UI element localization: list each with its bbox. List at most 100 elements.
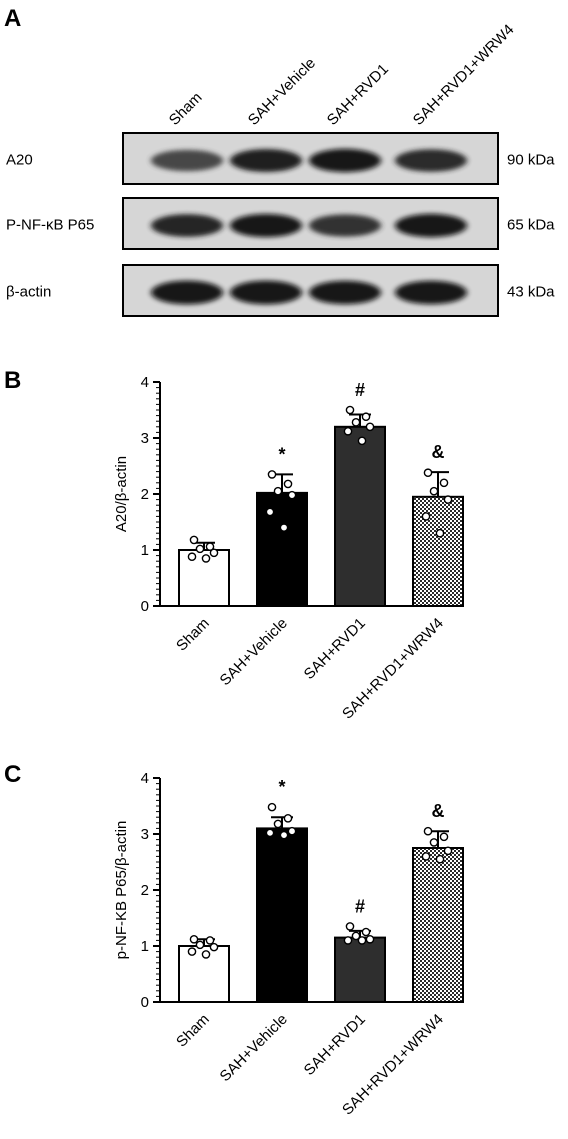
data-point [443, 846, 453, 856]
blot-size-label: 43 kDa [507, 284, 555, 301]
bar [412, 495, 464, 607]
blot-band [230, 213, 302, 238]
y-axis-label: p-NF-KB P65/β-actin [113, 821, 130, 960]
y-tick-label: 4 [141, 770, 149, 787]
x-category-label: SAH+RVD1 [301, 1011, 369, 1079]
data-point [423, 826, 433, 836]
data-point [361, 412, 371, 422]
y-tick-label: 3 [141, 430, 149, 447]
data-point [361, 927, 371, 937]
blot-band [151, 149, 223, 172]
panel-a-letter: A [4, 5, 21, 32]
data-point [343, 426, 353, 436]
y-tick-label: 2 [141, 882, 149, 899]
y-tick-label: 1 [141, 938, 149, 955]
data-point [343, 936, 353, 945]
data-point [435, 854, 445, 864]
data-point [287, 826, 297, 836]
significance-mark: * [278, 444, 285, 464]
data-point [201, 554, 211, 563]
data-point [205, 936, 215, 945]
blot-lane-label: SAH+RVD1+WRW4 [410, 21, 518, 129]
blot-lane-label: Sham [166, 89, 206, 129]
y-tick-label: 2 [141, 486, 149, 503]
data-point [357, 936, 367, 945]
y-axis-label: A20/β-actin [113, 456, 130, 532]
data-point [205, 542, 215, 551]
data-point [351, 931, 361, 941]
blot-band [230, 148, 302, 173]
bar [256, 827, 308, 1004]
data-point [345, 405, 355, 415]
panel-b-letter: B [4, 367, 21, 394]
significance-mark: & [432, 442, 445, 462]
data-point [283, 814, 293, 823]
y-tick-label: 0 [141, 598, 149, 615]
data-point [267, 802, 277, 812]
blot-band [230, 280, 302, 305]
significance-mark: # [355, 896, 365, 916]
data-point [201, 950, 211, 959]
data-point [267, 470, 277, 479]
blot-band [309, 148, 381, 173]
x-category-label: Sham [173, 615, 213, 655]
data-point [439, 478, 449, 488]
significance-mark: * [278, 777, 285, 797]
blot-lane-label: SAH+Vehicle [245, 55, 319, 129]
chart-p-nf-kb-p65: 0 1 2 3 4 p-NF-KB P65/β-actin Sham * SAH+Vehicle… [113, 770, 464, 1119]
data-point [187, 947, 197, 956]
significance-mark: & [432, 801, 445, 821]
data-point [429, 486, 439, 496]
data-point [423, 468, 433, 478]
data-point [189, 934, 199, 944]
data-point [365, 934, 375, 944]
blot-band [395, 149, 467, 172]
data-point [283, 479, 293, 489]
significance-mark: # [355, 380, 365, 400]
panel-c-letter: C [4, 761, 21, 788]
blot-row-label: A20 [6, 152, 33, 169]
western-blot: Sham SAH+Vehicle SAH+RVD1 SAH+RVD1+WRW4 A20 9… [6, 21, 555, 317]
data-point [265, 507, 275, 517]
y-tick-label: 4 [141, 374, 149, 391]
data-point [357, 436, 367, 446]
blot-band [151, 280, 223, 305]
blot-band [309, 280, 381, 305]
blot-lane-label: SAH+RVD1 [324, 61, 392, 129]
data-point [287, 490, 297, 500]
data-point [279, 830, 289, 840]
blot-band [151, 214, 223, 237]
data-point [195, 544, 205, 554]
data-point [209, 942, 219, 952]
data-point [421, 512, 431, 521]
blot-band [309, 214, 381, 237]
data-point [189, 535, 199, 545]
data-point [273, 486, 283, 496]
data-point [351, 418, 361, 427]
data-point [345, 922, 355, 931]
blot-size-label: 90 kDa [507, 152, 555, 169]
chart-a20: 0 1 2 3 4 A20/β-actin Sham * SAH+Vehicle # SAH+RVD… [113, 374, 464, 723]
bar [334, 425, 386, 607]
data-point [265, 828, 275, 838]
bar [256, 491, 308, 608]
data-point [443, 495, 453, 504]
bar [334, 936, 386, 1003]
x-category-label: Sham [173, 1011, 213, 1051]
y-tick-label: 1 [141, 542, 149, 559]
x-category-label: SAH+Vehicle [217, 615, 291, 689]
data-point [195, 940, 205, 950]
data-point [421, 852, 431, 861]
x-category-label: SAH+RVD1 [301, 615, 369, 683]
data-point [187, 552, 197, 562]
blot-row-label: β-actin [6, 284, 51, 301]
data-point [273, 819, 283, 829]
x-category-label: SAH+Vehicle [217, 1011, 291, 1085]
data-point [429, 838, 439, 847]
blot-band [395, 213, 467, 238]
data-point [365, 422, 375, 432]
data-point [209, 548, 219, 558]
blot-band [395, 280, 467, 305]
data-point [435, 528, 445, 538]
